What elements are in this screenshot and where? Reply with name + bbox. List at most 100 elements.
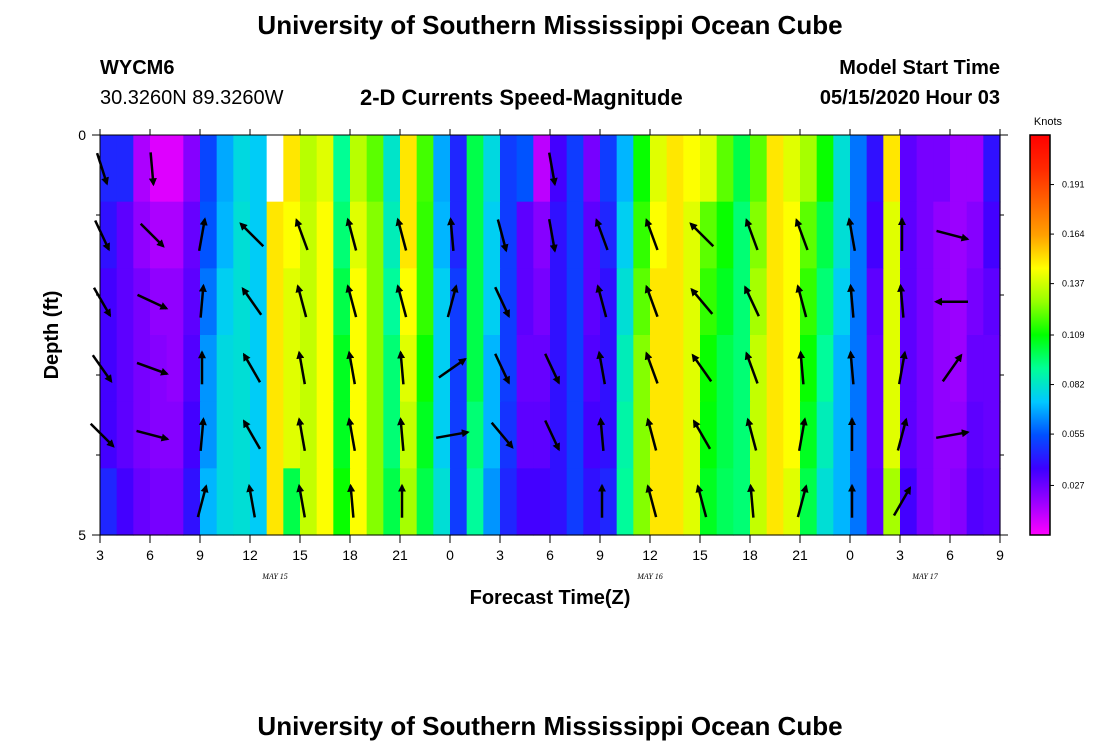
- heatmap-cell: [433, 468, 451, 536]
- heatmap-cell: [116, 335, 134, 403]
- heatmap-cell: [566, 335, 584, 403]
- heatmap-cell: [150, 401, 168, 469]
- heatmap-cell: [416, 401, 434, 469]
- current-vector: [935, 429, 970, 440]
- heatmap-cell: [566, 468, 584, 536]
- heatmap-cell: [333, 335, 351, 403]
- heatmap-cell: [366, 335, 384, 403]
- heatmap-cell: [383, 401, 401, 469]
- heatmap-cell: [650, 468, 668, 536]
- heatmap-cell: [633, 201, 651, 269]
- heatmap-cell: [466, 201, 484, 269]
- heatmap-cell: [483, 201, 501, 269]
- heatmap-cell: [966, 468, 984, 536]
- current-vector: [897, 350, 908, 385]
- heatmap-cell: [700, 335, 718, 403]
- heatmap-cell: [266, 135, 284, 203]
- heatmap-cell: [716, 401, 734, 469]
- heatmap-cell: [383, 268, 401, 336]
- heatmap-cell: [966, 135, 984, 203]
- heatmap-cell: [866, 401, 884, 469]
- colorbar-tick-label: 0.027: [1062, 480, 1085, 490]
- heatmap-cell: [816, 401, 834, 469]
- current-vector: [136, 361, 169, 376]
- page-title: University of Southern Mississippi Ocean…: [257, 10, 843, 40]
- heatmap-cell: [366, 268, 384, 336]
- heatmap-cell: [883, 135, 901, 203]
- x-date-label: MAY 17: [911, 572, 939, 581]
- current-vector: [446, 284, 459, 318]
- heatmap-cell: [583, 335, 601, 403]
- heatmap-cell: [450, 468, 468, 536]
- current-vector: [296, 350, 307, 385]
- heatmap-cell: [266, 468, 284, 536]
- heatmap-cell: [100, 201, 118, 269]
- y-tick-label: 5: [78, 527, 86, 543]
- heatmap-cell: [950, 401, 968, 469]
- heatmap-cell: [950, 335, 968, 403]
- plot-title: 2-D Currents Speed-Magnitude: [360, 85, 683, 110]
- current-vector: [395, 217, 408, 251]
- heatmap-cell: [783, 268, 801, 336]
- current-vector: [547, 218, 558, 253]
- heatmap-cell: [166, 401, 184, 469]
- heatmap-cell: [900, 468, 918, 536]
- heatmap-cell: [416, 335, 434, 403]
- current-vector: [596, 350, 607, 385]
- heatmap-cell: [166, 135, 184, 203]
- heatmap-cell: [500, 135, 518, 203]
- current-vector: [941, 353, 963, 383]
- current-vector: [494, 286, 510, 319]
- heatmap-cell: [866, 135, 884, 203]
- heatmap-cell: [216, 268, 234, 336]
- colorbar-tick-label: 0.055: [1062, 429, 1085, 439]
- current-vector: [797, 417, 808, 452]
- current-vector: [494, 353, 510, 385]
- heatmap-cell: [666, 201, 684, 269]
- heatmap-cell: [516, 268, 534, 336]
- heatmap-cell: [766, 135, 784, 203]
- heatmap-cell: [483, 268, 501, 336]
- heatmap-cell: [166, 201, 184, 269]
- heatmap-cell: [850, 201, 868, 269]
- heatmap-cell: [683, 401, 701, 469]
- heatmap-cell: [233, 201, 251, 269]
- heatmap-cell: [316, 201, 334, 269]
- heatmap-cell: [150, 201, 168, 269]
- heatmap-cell: [233, 468, 251, 536]
- heatmap-cell: [150, 268, 168, 336]
- x-tick-label: 0: [446, 547, 454, 563]
- heatmap-cell: [983, 468, 1001, 536]
- current-vector: [242, 419, 262, 450]
- heatmap-cell: [550, 468, 568, 536]
- heatmap-cell: [766, 268, 784, 336]
- heatmap-cell: [833, 468, 851, 536]
- heatmap-cell: [616, 135, 634, 203]
- current-vector: [644, 284, 659, 318]
- heatmap-cell: [483, 135, 501, 203]
- heatmap-cell: [750, 268, 768, 336]
- current-vector: [198, 283, 207, 318]
- heatmap-cell: [300, 201, 318, 269]
- heatmap-cell: [116, 401, 134, 469]
- current-vector: [695, 484, 708, 518]
- heatmap-cell: [933, 135, 951, 203]
- current-vector: [91, 354, 113, 384]
- heatmap-cell: [166, 335, 184, 403]
- x-tick-label: 21: [792, 547, 808, 563]
- heatmap-cell: [683, 335, 701, 403]
- current-vector: [892, 486, 912, 517]
- x-tick-label: 18: [342, 547, 358, 563]
- heatmap-cell: [800, 135, 818, 203]
- heatmap-cell: [416, 468, 434, 536]
- heatmap-cell: [500, 268, 518, 336]
- heatmap-cell: [433, 268, 451, 336]
- heatmap-cell: [500, 335, 518, 403]
- current-vector: [747, 483, 756, 518]
- heatmap-cell: [400, 135, 418, 203]
- heatmap-cell: [883, 401, 901, 469]
- heatmap-cell: [766, 201, 784, 269]
- current-vector: [397, 417, 406, 452]
- heatmap-cell: [650, 201, 668, 269]
- heatmap-cell: [916, 468, 934, 536]
